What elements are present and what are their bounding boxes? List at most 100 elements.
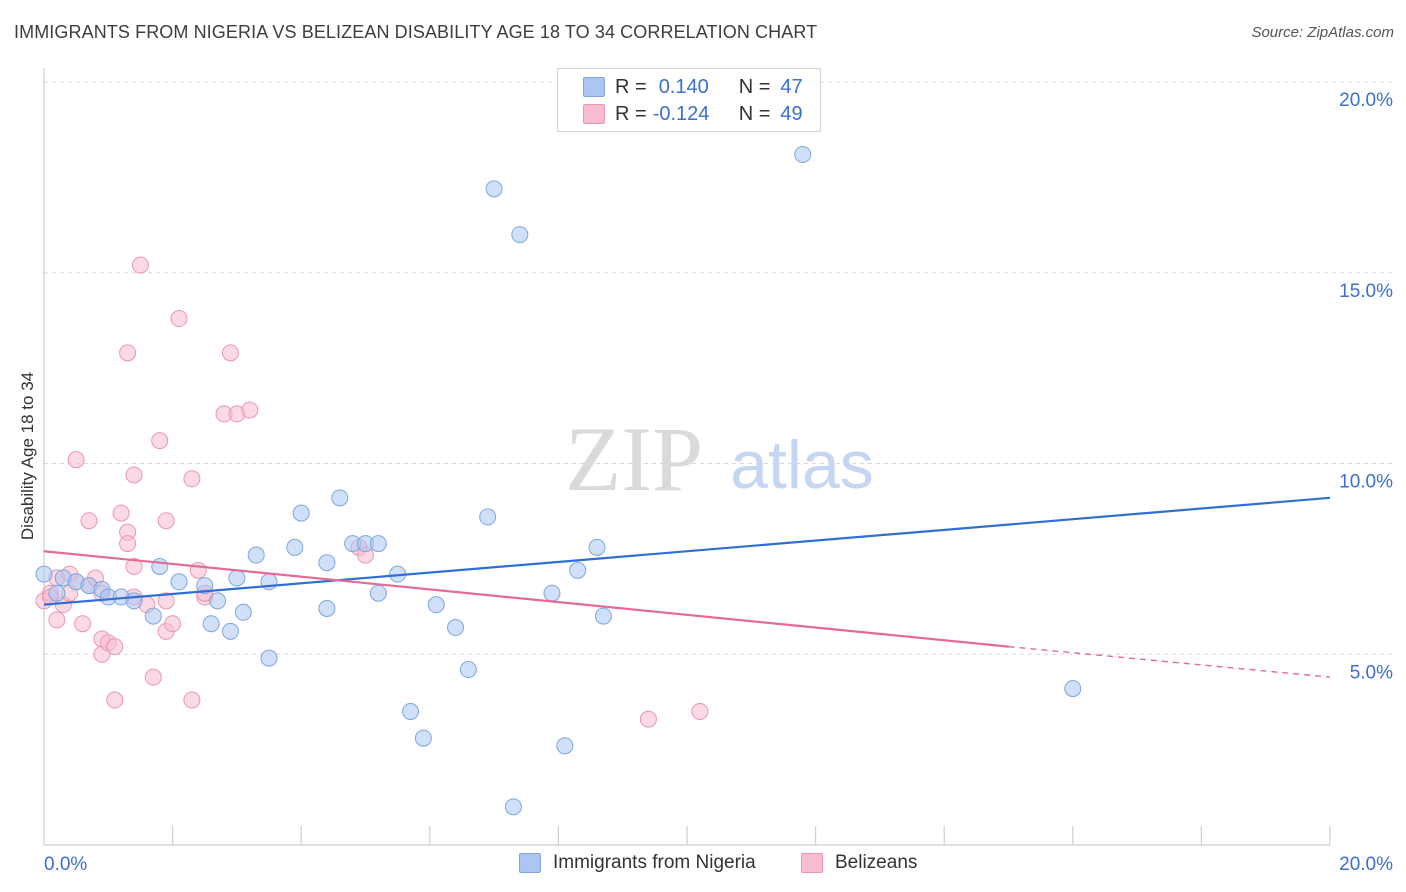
x-tick-label: 20.0% (1339, 854, 1393, 875)
belizeans-trend-line (43, 550, 1009, 648)
legend-r-label: R = (615, 102, 647, 125)
legend-row-belizeans: R = -0.124 N = 49 (583, 102, 803, 126)
belizeans-point (189, 561, 207, 579)
nigeria-point (221, 622, 239, 640)
nigeria-point (511, 226, 529, 244)
legend-n-label: N = (738, 102, 771, 125)
nigeria-point (369, 535, 387, 553)
trend-lines (43, 496, 1331, 678)
legend-label-nigeria: Immigrants from Nigeria (553, 852, 756, 873)
nigeria-point (427, 596, 445, 614)
nigeria-point (1064, 680, 1082, 698)
y-tick-label: 10.0% (1339, 472, 1393, 493)
belizeans-points (35, 256, 709, 728)
nigeria-point (209, 592, 227, 610)
legend-r-value: -0.124 (652, 102, 710, 125)
nigeria-point (125, 592, 143, 610)
belizeans-point (67, 451, 85, 469)
belizeans-point (170, 310, 188, 328)
nigeria-point (286, 538, 304, 556)
y-tick-label: 15.0% (1339, 281, 1393, 302)
nigeria-point (369, 584, 387, 602)
belizeans-point (164, 615, 182, 633)
belizeans-point (157, 512, 175, 530)
belizeans-point (48, 611, 66, 629)
legend-swatch-blue (583, 77, 605, 97)
legend-swatch-pink (583, 104, 605, 124)
watermark-zip: ZIP (565, 408, 703, 510)
nigeria-points (35, 145, 1082, 816)
y-axis-label: Disability Age 18 to 34 (18, 372, 37, 540)
nigeria-point (151, 558, 169, 576)
nigeria-point (402, 702, 420, 720)
x-tick-labels: 0.0% 20.0% (44, 854, 1393, 875)
nigeria-point (234, 603, 252, 621)
nigeria-point (318, 599, 336, 617)
legend-item-belizeans[interactable]: Belizeans (801, 852, 917, 874)
nigeria-point (569, 561, 587, 579)
belizeans-point (691, 702, 709, 720)
legend-label-belizeans: Belizeans (835, 852, 918, 873)
nigeria-point (594, 607, 612, 625)
legend-n-value: 47 (780, 75, 803, 98)
nigeria-point (556, 737, 574, 755)
y-tick-label: 20.0% (1339, 90, 1393, 111)
nigeria-trend-line (43, 496, 1331, 606)
nigeria-point (479, 508, 497, 526)
axes (43, 68, 1331, 846)
belizeans-point (183, 470, 201, 488)
correlation-legend: R = 0.140 N = 47 R = -0.124 N = 49 (557, 68, 821, 132)
legend-row-nigeria: R = 0.140 N = 47 (583, 75, 803, 99)
nigeria-point (794, 145, 812, 163)
nigeria-point (35, 565, 53, 583)
nigeria-point (485, 180, 503, 198)
belizeans-point (125, 558, 143, 576)
belizeans-point (119, 344, 137, 362)
x-tick-label: 0.0% (44, 854, 87, 875)
nigeria-point (247, 546, 265, 564)
nigeria-point (543, 584, 561, 602)
source-label: Source: ZipAtlas.com (1251, 24, 1394, 41)
y-tick-labels: 5.0% 10.0% 15.0% 20.0% (1339, 90, 1393, 683)
nigeria-point (318, 554, 336, 572)
nigeria-point (260, 649, 278, 667)
y-tick-label: 5.0% (1350, 662, 1393, 683)
belizeans-point (106, 691, 124, 709)
belizeans-point (241, 401, 259, 419)
belizeans-point (80, 512, 98, 530)
nigeria-point (459, 661, 477, 679)
nigeria-point (447, 619, 465, 637)
legend-r-label: R = (615, 75, 647, 98)
grid-lines (44, 81, 1394, 655)
series-legend: Immigrants from Nigeria Belizeans (0, 852, 1406, 878)
nigeria-point (196, 577, 214, 595)
belizeans-point (221, 344, 239, 362)
swatch-nigeria (519, 853, 541, 873)
belizeans-point (74, 615, 92, 633)
belizeans-trend-extension (1008, 645, 1331, 678)
belizeans-point (125, 466, 143, 484)
belizeans-point (183, 691, 201, 709)
belizeans-point (112, 504, 130, 522)
nigeria-point (202, 615, 220, 633)
nigeria-point (170, 573, 188, 591)
chart-title: IMMIGRANTS FROM NIGERIA VS BELIZEAN DISA… (14, 22, 818, 42)
legend-r-value: 0.140 (658, 75, 709, 98)
belizeans-point (131, 256, 149, 274)
belizeans-point (144, 668, 162, 686)
nigeria-point (414, 729, 432, 747)
legend-n-value: 49 (780, 102, 803, 125)
nigeria-point (331, 489, 349, 507)
watermark-atlas: atlas (730, 427, 874, 503)
watermark: ZIP atlas (565, 408, 874, 510)
legend-n-label: N = (738, 75, 771, 98)
nigeria-point (292, 504, 310, 522)
nigeria-point (504, 798, 522, 816)
belizeans-point (639, 710, 657, 728)
belizeans-point (119, 535, 137, 553)
nigeria-point (228, 569, 246, 587)
legend-item-nigeria[interactable]: Immigrants from Nigeria (519, 852, 756, 874)
belizeans-point (106, 638, 124, 656)
nigeria-point (144, 607, 162, 625)
